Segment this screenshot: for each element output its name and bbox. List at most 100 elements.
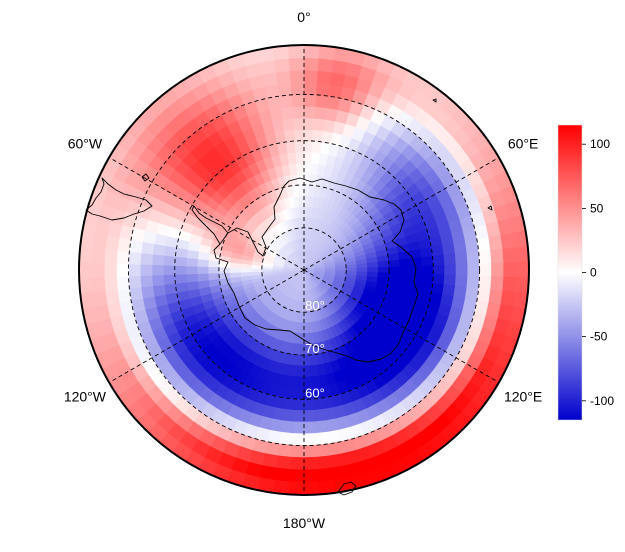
field-cell [478,275,492,290]
field-cell [287,151,297,165]
field-cell [282,408,295,423]
field-cell [313,408,326,423]
field-cell [289,456,305,471]
field-cell [303,129,315,142]
field-cell [151,253,165,266]
field-cell [303,354,312,367]
field-cell [116,250,130,265]
colorbar: 100 50 0 -50 -100 [557,124,614,421]
field-cell [303,69,319,84]
field-cell [139,252,154,266]
field-cell [303,105,316,119]
field-cell [491,262,505,278]
field-cell [421,265,434,275]
field-cell [356,267,368,273]
longitude-line [303,269,500,383]
field-cell [293,398,305,411]
field-cell [284,129,296,143]
field-cell [303,398,315,411]
field-cell [377,266,390,274]
field-cell [128,275,142,289]
field-cell [288,162,298,176]
field-cell [117,288,132,303]
field-cell [229,267,241,273]
field-cell [296,354,305,367]
field-cell [500,290,516,308]
field-cell [291,433,305,446]
field-cell [443,274,457,287]
field-cell [315,82,331,97]
field-cell [297,184,305,197]
latitude-labels: 80° 70° 60° 50° [305,298,325,446]
new-zealand-coastline [337,481,357,496]
field-cell [92,290,108,308]
field-cell [410,265,423,275]
field-cell [272,118,285,133]
field-cell [454,252,469,266]
field-cell [79,246,94,263]
field-cell [240,267,252,273]
field-cell [310,364,320,378]
field-cell [290,444,305,458]
field-cell [303,444,318,458]
field-cell [399,258,412,268]
field-cell [139,274,154,288]
longitude-line [108,157,305,271]
field-cell [140,285,155,299]
field-cell [303,151,313,164]
field-cell [174,265,187,275]
field-cell [502,276,517,293]
field-cell [303,82,318,96]
field-cell [185,265,198,275]
field-cell [79,277,94,294]
field-cell [315,94,329,109]
colorbar-tick-label: 100 [590,137,610,151]
field-cell [324,418,339,433]
field-cell [432,254,445,266]
field-cell [464,239,480,254]
latitude-label: 60° [305,385,325,400]
field-cell [299,216,305,229]
colorbar-tick-label: -50 [590,330,608,344]
field-cell [185,257,198,267]
field-cell [514,277,529,294]
antarctic-peninsula-coastline [191,205,229,245]
colorbar-tick-label: 50 [590,201,604,215]
field-cell [282,117,295,132]
field-cell [476,237,491,252]
field-cell [291,184,300,197]
longitude-label: 60°W [68,136,103,152]
field-cell [79,261,93,279]
field-cell [303,57,320,71]
field-cell [313,117,326,132]
field-cell [314,106,328,120]
colorbar-ramp [558,125,582,420]
field-cell [293,129,305,142]
field-cell [207,272,220,281]
field-cell [455,263,469,277]
field-cell [280,420,294,434]
field-cell [453,241,468,255]
field-cell [299,206,305,218]
field-cell [103,276,118,292]
field-cell [303,94,317,107]
field-cell [277,443,293,458]
field-cell [295,376,305,389]
field-cell [116,263,129,277]
field-cell [128,286,144,301]
field-cell [490,248,505,264]
field-cell [290,82,305,96]
field-cell [91,262,105,278]
field-cell [229,271,242,279]
field-cell [285,140,297,154]
field-cell [174,273,187,284]
field-cell [277,82,293,97]
field-cell [175,281,189,293]
coastline [85,98,493,496]
field-cell [288,469,305,483]
field-cell [293,117,305,131]
field-cell [207,266,220,274]
field-cell [289,69,305,84]
field-cell [317,467,334,483]
